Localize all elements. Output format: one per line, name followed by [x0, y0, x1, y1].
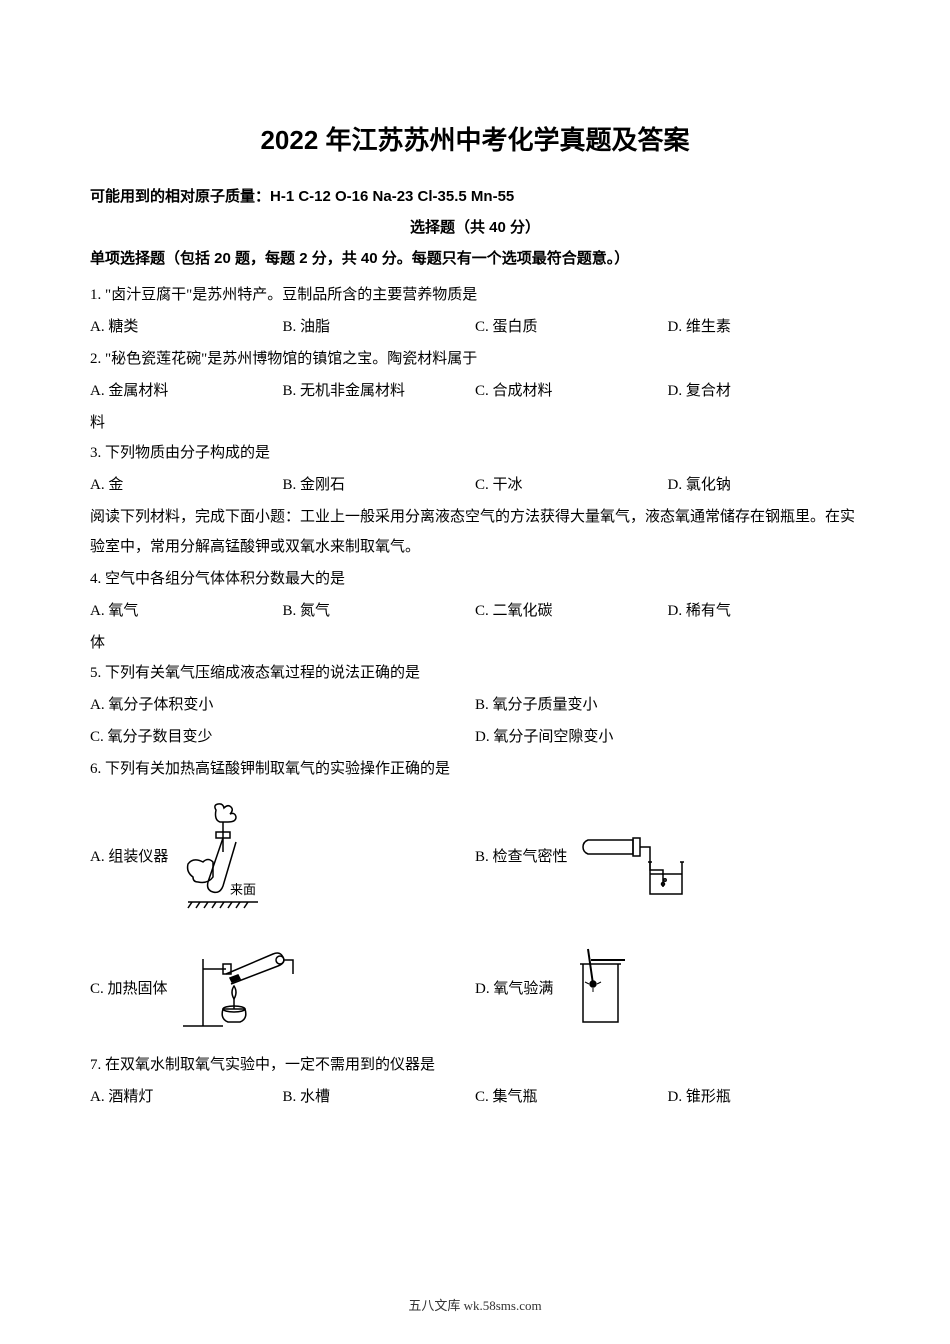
question-7-options: A. 酒精灯 B. 水槽 C. 集气瓶 D. 锥形瓶	[90, 1082, 860, 1112]
q4-option-d-part1: D. 稀有气	[668, 596, 861, 626]
q6-option-a: A. 组装仪器	[90, 802, 475, 912]
section-header: 选择题（共 40 分）	[90, 216, 860, 237]
q7-option-a: A. 酒精灯	[90, 1082, 283, 1112]
question-3: 3. 下列物质由分子构成的是	[90, 438, 860, 468]
question-5-options-2: C. 氧分子数目变少 D. 氧分子间空隙变小	[90, 722, 860, 752]
q6a-caption: 来面	[230, 882, 256, 897]
q6-option-d-label: D. 氧气验满	[475, 974, 553, 1004]
q5-option-b: B. 氧分子质量变小	[475, 690, 860, 720]
q1-option-d: D. 维生素	[668, 312, 861, 342]
heat-solid-icon	[178, 944, 298, 1034]
instructions: 单项选择题（包括 20 题，每题 2 分，共 40 分。每题只有一个选项最符合题…	[90, 247, 860, 268]
q7-option-d: D. 锥形瓶	[668, 1082, 861, 1112]
q2-option-d-part2: 料	[90, 408, 860, 438]
q3-option-d: D. 氯化钠	[668, 470, 861, 500]
q2-option-c: C. 合成材料	[475, 376, 668, 406]
q2-option-b: B. 无机非金属材料	[283, 376, 476, 406]
question-4-options: A. 氧气 B. 氮气 C. 二氧化碳 D. 稀有气	[90, 596, 860, 626]
q3-option-c: C. 干冰	[475, 470, 668, 500]
q6-option-c: C. 加热固体	[90, 944, 475, 1034]
question-5-options-1: A. 氧分子体积变小 B. 氧分子质量变小	[90, 690, 860, 720]
q4-option-a: A. 氧气	[90, 596, 283, 626]
question-3-options: A. 金 B. 金刚石 C. 干冰 D. 氯化钠	[90, 470, 860, 500]
question-2-options: A. 金属材料 B. 无机非金属材料 C. 合成材料 D. 复合材	[90, 376, 860, 406]
q1-option-a: A. 糖类	[90, 312, 283, 342]
check-airtightness-icon	[578, 812, 688, 902]
q5-option-c: C. 氧分子数目变少	[90, 722, 475, 752]
question-7: 7. 在双氧水制取氧气实验中，一定不需用到的仪器是	[90, 1050, 860, 1080]
q7-option-c: C. 集气瓶	[475, 1082, 668, 1112]
q3-option-b: B. 金刚石	[283, 470, 476, 500]
q6-option-b-label: B. 检查气密性	[475, 842, 568, 872]
oxygen-full-test-icon	[563, 944, 633, 1034]
q6-option-a-label: A. 组装仪器	[90, 842, 168, 872]
q2-option-d-part1: D. 复合材	[668, 376, 861, 406]
question-6-options: A. 组装仪器	[90, 786, 860, 1050]
question-5: 5. 下列有关氧气压缩成液态氧过程的说法正确的是	[90, 658, 860, 688]
question-1: 1. "卤汁豆腐干"是苏州特产。豆制品所含的主要营养物质是	[90, 280, 860, 310]
q3-option-a: A. 金	[90, 470, 283, 500]
q2-option-a: A. 金属材料	[90, 376, 283, 406]
reading-passage: 阅读下列材料，完成下面小题：工业上一般采用分离液态空气的方法获得大量氧气，液态氧…	[90, 502, 860, 562]
question-2: 2. "秘色瓷莲花碗"是苏州博物馆的镇馆之宝。陶瓷材料属于	[90, 344, 860, 374]
q6-option-d: D. 氧气验满	[475, 944, 860, 1034]
q5-option-a: A. 氧分子体积变小	[90, 690, 475, 720]
q4-option-b: B. 氮气	[283, 596, 476, 626]
question-4: 4. 空气中各组分气体体积分数最大的是	[90, 564, 860, 594]
q1-option-c: C. 蛋白质	[475, 312, 668, 342]
q4-option-d-part2: 体	[90, 628, 860, 658]
exam-title: 2022 年江苏苏州中考化学真题及答案	[90, 120, 860, 157]
atomic-mass-reference: 可能用到的相对原子质量：H-1 C-12 O-16 Na-23 Cl-35.5 …	[90, 185, 860, 206]
q6-option-c-label: C. 加热固体	[90, 974, 168, 1004]
q1-option-b: B. 油脂	[283, 312, 476, 342]
q5-option-d: D. 氧分子间空隙变小	[475, 722, 860, 752]
question-6: 6. 下列有关加热高锰酸钾制取氧气的实验操作正确的是	[90, 754, 860, 784]
q6-option-b: B. 检查气密性	[475, 812, 860, 902]
footer: 五八文库 wk.58sms.com	[0, 1295, 950, 1314]
q7-option-b: B. 水槽	[283, 1082, 476, 1112]
q4-option-c: C. 二氧化碳	[475, 596, 668, 626]
question-1-options: A. 糖类 B. 油脂 C. 蛋白质 D. 维生素	[90, 312, 860, 342]
assemble-apparatus-icon: 来面	[178, 802, 268, 912]
